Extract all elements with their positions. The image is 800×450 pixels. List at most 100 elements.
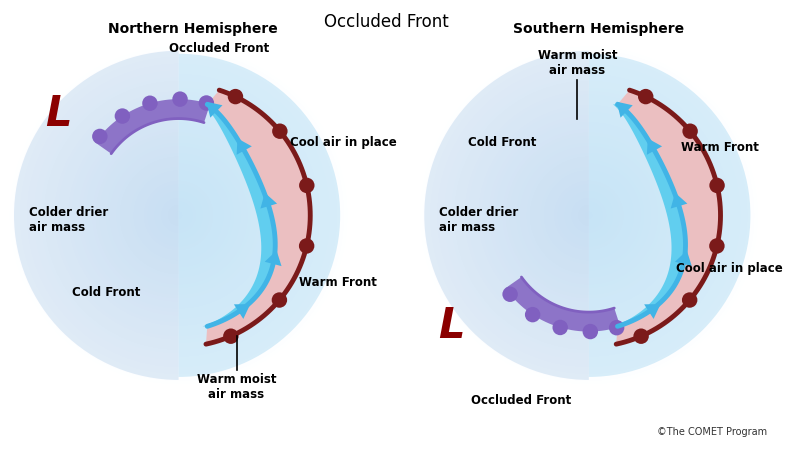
Circle shape	[638, 89, 654, 104]
Circle shape	[154, 191, 202, 239]
Circle shape	[103, 140, 254, 291]
Circle shape	[38, 74, 320, 356]
Circle shape	[523, 150, 654, 281]
Circle shape	[420, 47, 758, 384]
Circle shape	[475, 102, 702, 329]
Circle shape	[86, 122, 271, 308]
Circle shape	[175, 212, 182, 219]
Circle shape	[465, 91, 713, 339]
Polygon shape	[261, 193, 277, 208]
Circle shape	[65, 102, 292, 329]
Circle shape	[69, 105, 289, 325]
Circle shape	[575, 202, 602, 229]
Circle shape	[113, 150, 244, 281]
Circle shape	[430, 57, 747, 373]
Circle shape	[506, 133, 671, 298]
Circle shape	[682, 123, 698, 139]
Polygon shape	[202, 104, 275, 326]
Circle shape	[144, 181, 213, 250]
Text: Southern Hemisphere: Southern Hemisphere	[513, 22, 684, 36]
Circle shape	[525, 307, 540, 322]
Circle shape	[489, 116, 689, 315]
Polygon shape	[613, 104, 686, 326]
Polygon shape	[670, 193, 687, 208]
Wedge shape	[424, 51, 589, 380]
Circle shape	[17, 54, 340, 377]
Polygon shape	[237, 139, 252, 155]
Polygon shape	[616, 90, 721, 344]
Polygon shape	[617, 102, 633, 117]
Circle shape	[106, 143, 251, 288]
Circle shape	[444, 71, 734, 360]
Circle shape	[578, 205, 599, 225]
Circle shape	[44, 81, 313, 350]
Circle shape	[499, 126, 678, 305]
Circle shape	[472, 99, 706, 333]
Text: Colder drier
air mass: Colder drier air mass	[439, 206, 518, 234]
Circle shape	[165, 202, 192, 229]
Text: Warm moist
air mass: Warm moist air mass	[538, 50, 617, 77]
Text: Occluded Front: Occluded Front	[471, 394, 571, 407]
Text: Occluded Front: Occluded Front	[169, 42, 269, 55]
Circle shape	[58, 95, 299, 336]
Text: Cold Front: Cold Front	[72, 286, 141, 299]
Circle shape	[502, 287, 518, 302]
Circle shape	[6, 43, 350, 387]
Circle shape	[458, 85, 720, 346]
Circle shape	[130, 167, 226, 264]
Text: Warm Front: Warm Front	[299, 276, 377, 289]
Circle shape	[510, 136, 668, 294]
Circle shape	[198, 95, 214, 111]
Circle shape	[72, 108, 286, 322]
Circle shape	[172, 208, 186, 222]
Text: Warm moist
air mass: Warm moist air mass	[197, 373, 276, 400]
Circle shape	[93, 129, 265, 302]
Circle shape	[30, 68, 326, 363]
Circle shape	[562, 188, 616, 243]
Circle shape	[117, 153, 241, 277]
Circle shape	[544, 171, 634, 260]
Circle shape	[565, 191, 613, 239]
Circle shape	[417, 43, 761, 387]
Circle shape	[448, 74, 730, 356]
Circle shape	[89, 126, 268, 305]
Circle shape	[223, 328, 238, 344]
Text: Cool air in place: Cool air in place	[290, 136, 396, 149]
Circle shape	[34, 71, 323, 360]
Circle shape	[151, 188, 206, 243]
Circle shape	[78, 116, 278, 315]
Polygon shape	[506, 277, 620, 332]
Circle shape	[710, 178, 725, 193]
Circle shape	[553, 320, 568, 335]
Circle shape	[272, 123, 287, 139]
Circle shape	[41, 78, 316, 353]
Text: L: L	[438, 306, 465, 347]
Circle shape	[48, 85, 310, 346]
Circle shape	[148, 184, 210, 246]
Circle shape	[114, 108, 130, 124]
Circle shape	[709, 238, 725, 254]
Circle shape	[110, 147, 247, 284]
Circle shape	[20, 57, 337, 373]
Circle shape	[75, 112, 282, 319]
Circle shape	[141, 177, 217, 253]
Text: L: L	[45, 93, 71, 135]
Circle shape	[513, 140, 665, 291]
Wedge shape	[589, 54, 750, 377]
Polygon shape	[644, 304, 661, 319]
Circle shape	[541, 167, 637, 264]
Circle shape	[54, 91, 302, 339]
Text: Cool air in place: Cool air in place	[676, 262, 782, 275]
Circle shape	[551, 177, 626, 253]
Circle shape	[10, 47, 347, 384]
Polygon shape	[95, 99, 210, 153]
Circle shape	[162, 198, 196, 233]
Circle shape	[14, 50, 344, 381]
Circle shape	[272, 292, 287, 308]
Circle shape	[427, 54, 750, 377]
Circle shape	[127, 164, 230, 267]
Circle shape	[99, 136, 258, 294]
Polygon shape	[234, 304, 250, 319]
Circle shape	[24, 60, 334, 370]
Circle shape	[299, 238, 314, 254]
